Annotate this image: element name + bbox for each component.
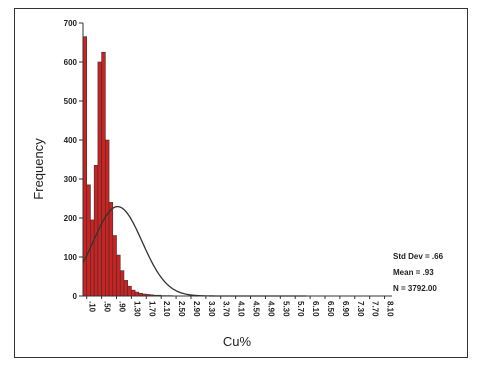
stat-std-dev: Std Dev = .66	[393, 252, 444, 261]
axes-group	[82, 23, 392, 297]
x-tick-label: 4.10	[237, 301, 246, 317]
y-axis-title: Frequency	[31, 138, 46, 200]
x-tick-label: 6.50	[326, 301, 335, 317]
x-tick-label: 3.70	[222, 301, 231, 317]
x-tick-label: 3.30	[207, 301, 216, 317]
x-tick-label: .10	[88, 301, 97, 313]
x-tick-label: 5.30	[281, 301, 290, 317]
histogram-bar	[101, 51, 106, 297]
y-tick-label: 600	[64, 58, 78, 67]
x-tick-label: 6.10	[311, 301, 320, 317]
histogram-bar	[90, 219, 95, 297]
x-tick-label: .50	[103, 301, 112, 313]
histogram-bar	[93, 165, 99, 297]
x-tick-label: 4.90	[266, 301, 275, 317]
y-tick-label: 0	[73, 292, 78, 301]
x-tick-label: 1.70	[147, 301, 156, 317]
x-tick-label: 2.90	[192, 301, 201, 317]
y-tick-label: 500	[64, 97, 78, 106]
histogram-bar	[112, 235, 117, 297]
histogram-chart: 0 100 200 300 400 500 600 700 .10 .50 .90 1.30 1.70…	[31, 19, 444, 349]
y-tick-label: 100	[64, 253, 78, 262]
histogram-bar	[127, 285, 132, 297]
x-tick-label: 4.50	[252, 301, 261, 317]
y-ticks-group: 0 100 200 300 400 500 600 700	[64, 19, 83, 301]
y-tick-label: 700	[64, 19, 78, 28]
x-tick-label: 6.90	[341, 301, 350, 317]
chart-frame: 0 100 200 300 400 500 600 700 .10 .50 .90 1.30 1.70…	[14, 8, 468, 358]
x-tick-label: .90	[118, 301, 127, 313]
histogram-bar	[97, 61, 102, 297]
x-tick-label: 8.10	[386, 301, 395, 317]
x-tick-label: 7.70	[371, 301, 380, 317]
y-tick-label: 400	[64, 136, 78, 145]
stat-mean: Mean = .93	[393, 268, 434, 277]
y-tick-label: 200	[64, 214, 78, 223]
x-tick-label: 2.50	[177, 301, 186, 317]
stat-n: N = 3792.00	[393, 284, 437, 293]
x-axis-title: Cu%	[223, 334, 252, 349]
histogram-bar	[131, 289, 136, 297]
histogram-bar	[108, 202, 114, 297]
histogram-bar	[105, 139, 110, 297]
bars-group	[82, 36, 173, 297]
x-tick-label: 1.30	[132, 301, 141, 317]
histogram-bar	[123, 280, 128, 297]
x-ticks-group: .10 .50 .90 1.30 1.70 2.10 2.50 2.90 3.30 3.70 4.1…	[86, 296, 395, 317]
x-tick-label: 5.70	[296, 301, 305, 317]
x-tick-label: 2.10	[162, 301, 171, 317]
histogram-bar	[119, 270, 125, 297]
x-tick-label: 7.30	[356, 301, 365, 317]
histogram-bar	[86, 184, 91, 297]
histogram-bar	[116, 254, 121, 297]
y-tick-label: 300	[64, 175, 78, 184]
histogram-bar	[134, 291, 140, 297]
